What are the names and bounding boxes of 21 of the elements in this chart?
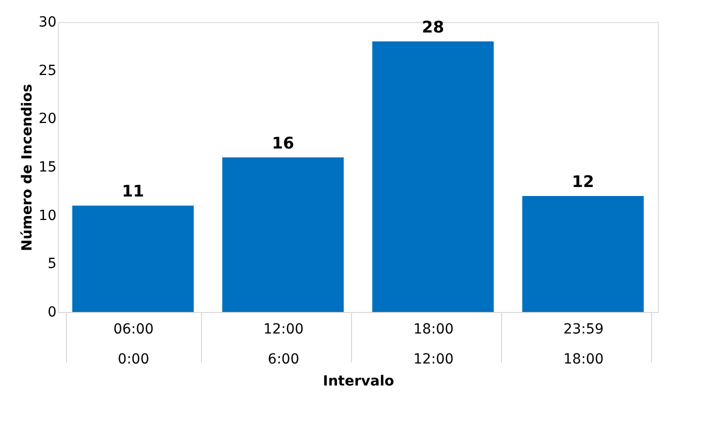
x-tick-label: 18:00 12:00 — [413, 322, 454, 368]
data-label: 28 — [422, 17, 444, 36]
y-tick-label: 30 — [38, 14, 56, 30]
bar — [72, 206, 194, 312]
data-label: 12 — [572, 172, 594, 191]
y-tick-label: 20 — [38, 111, 56, 128]
y-tick-label: 10 — [38, 208, 56, 224]
x-tick-label: 06:00 0:00 — [113, 322, 154, 368]
x-axis-title: Intervalo — [322, 374, 395, 390]
bar — [222, 157, 344, 312]
y-tick-label: 15 — [38, 160, 56, 176]
y-tick-label: 25 — [38, 62, 56, 79]
bar — [522, 196, 644, 312]
data-label: 11 — [122, 182, 144, 201]
data-label: 16 — [272, 133, 294, 152]
x-tick-label: 23:59 18:00 — [563, 322, 604, 368]
bar — [372, 41, 494, 312]
y-axis-title: Número de Incendios — [20, 84, 36, 252]
y-tick-label: 5 — [48, 256, 56, 272]
x-tick-label: 12:00 6:00 — [263, 322, 304, 368]
y-tick-label: 0 — [48, 304, 56, 320]
